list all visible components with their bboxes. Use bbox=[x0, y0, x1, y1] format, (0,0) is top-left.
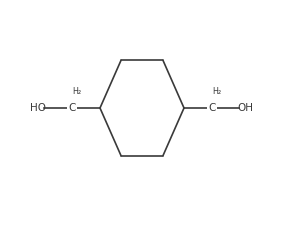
Text: C: C bbox=[208, 103, 216, 113]
Text: HO: HO bbox=[30, 103, 46, 113]
Text: C: C bbox=[68, 103, 76, 113]
Text: H₂: H₂ bbox=[213, 87, 222, 96]
Text: OH: OH bbox=[237, 103, 253, 113]
Text: H₂: H₂ bbox=[72, 87, 82, 96]
